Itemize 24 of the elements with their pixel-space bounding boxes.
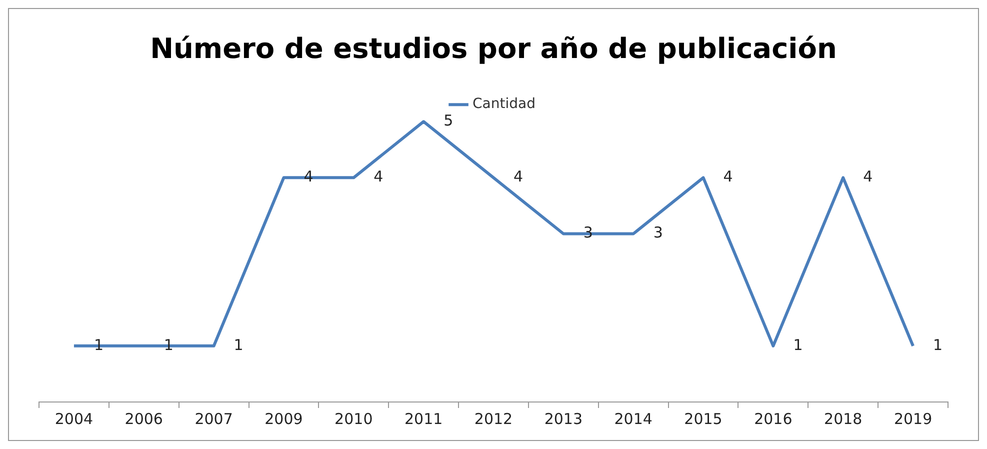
- x-tick-label: 2010: [334, 410, 373, 428]
- x-tick-label: 2016: [754, 410, 792, 428]
- data-label: 5: [444, 111, 454, 130]
- x-tick-label: 2007: [194, 410, 233, 428]
- x-tick-label: 2013: [544, 410, 583, 428]
- x-tick-label: 2012: [474, 410, 513, 428]
- x-tick-label: 2018: [824, 410, 862, 428]
- x-tick-label: 2006: [124, 410, 163, 428]
- x-tick-label: 2004: [54, 410, 94, 428]
- legend-label: Cantidad: [472, 96, 536, 112]
- x-tick-label: 2019: [894, 410, 932, 428]
- data-label: 1: [793, 336, 803, 354]
- x-tick-label: 2011: [404, 410, 443, 428]
- data-label: 4: [723, 168, 733, 186]
- data-label: 4: [863, 168, 873, 186]
- x-tick-label: 2015: [684, 410, 722, 428]
- x-tick-label: 2014: [614, 410, 652, 428]
- x-tick-label: 2009: [264, 410, 303, 428]
- data-label: 1: [234, 336, 244, 354]
- data-label: 4: [514, 168, 524, 186]
- data-label: 4: [374, 168, 384, 186]
- data-label: 3: [653, 224, 663, 242]
- data-label: 1: [933, 336, 943, 354]
- chart-title: Número de estudios por año de publicación: [150, 32, 837, 66]
